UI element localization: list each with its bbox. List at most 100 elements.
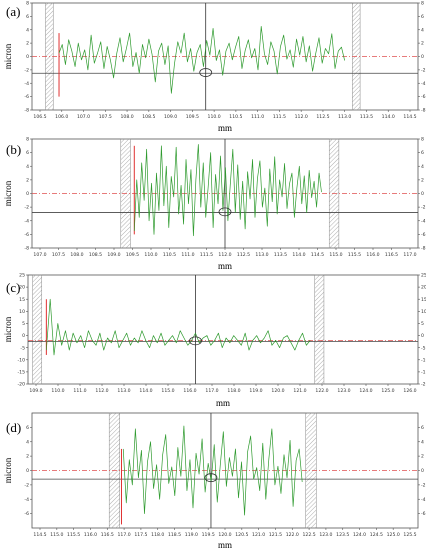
y-tick-label-right: 20 <box>421 285 426 291</box>
y-tick-label: -6 <box>24 232 29 238</box>
y-tick-label: 0 <box>26 54 29 60</box>
y-tick-label-right: 15 <box>421 297 426 303</box>
x-tick-label: 113.0 <box>255 252 268 258</box>
y-tick-label-right: 25 <box>421 273 426 279</box>
y-tick-label-right: -4 <box>421 81 426 87</box>
x-tick-label: 124.5 <box>370 532 383 538</box>
x-tick-label: 117.0 <box>118 532 131 538</box>
y-tick-label: -20 <box>17 382 25 388</box>
chart-a: 8 8 6 6 4 4 2 2 0 0 -2 -2 -4 -4 -6 -6 -8 -8 106.5 106.0 107.… <box>3 1 426 133</box>
y-tick-label-right: -6 <box>421 94 426 100</box>
x-tick-label: 112.0 <box>295 114 308 120</box>
x-axis-label: mm <box>218 540 232 550</box>
x-tick-label: 109.5 <box>126 252 139 258</box>
y-tick-label-right: 0 <box>421 191 424 197</box>
x-tick-label: 118.0 <box>151 532 164 538</box>
x-tick-label: 115.0 <box>50 532 63 538</box>
panel-label: (a) <box>6 4 20 19</box>
y-tick-label: 25 <box>19 273 25 279</box>
y-tick-label: 8 <box>26 1 29 7</box>
x-tick-label: 110.5 <box>163 252 176 258</box>
x-tick-label: 119.5 <box>202 532 215 538</box>
x-tick-label: 121.0 <box>252 532 265 538</box>
x-tick-label: 125.0 <box>381 388 394 394</box>
y-tick-label: 4 <box>26 164 29 170</box>
x-tick-label: 115.5 <box>67 532 80 538</box>
panel-d: 6 6 4 4 2 2 0 0 -2 -2 -4 -4 -6 -6 114.5 115.0 115.5 116.0… <box>0 410 426 550</box>
x-tick-label: 120.5 <box>235 532 248 538</box>
y-tick-label: 8 <box>26 137 29 143</box>
y-tick-label-right: -2 <box>421 482 426 488</box>
x-tick-label: 125.0 <box>387 532 400 538</box>
x-tick-label: 113.5 <box>360 114 373 120</box>
x-tick-label: 107.0 <box>33 252 46 258</box>
hatch-region-right <box>314 274 325 385</box>
x-tick-label: 119.0 <box>249 388 262 394</box>
x-tick-label: 120.0 <box>271 388 284 394</box>
panel-c: 25 25 20 20 15 15 10 10 5 5 0 0 -5 -5 -10 -10 -15 -15 -20 -… <box>0 272 426 410</box>
x-tick-label: 124.0 <box>353 532 366 538</box>
y-tick-label: 6 <box>26 150 29 156</box>
x-tick-label: 108.5 <box>89 252 102 258</box>
y-tick-label-right: -10 <box>421 357 426 363</box>
x-tick-label: 121.5 <box>269 532 282 538</box>
x-tick-label: 119.0 <box>185 532 198 538</box>
y-tick-label-right: 0 <box>421 54 424 60</box>
x-tick-label: 123.0 <box>337 388 350 394</box>
y-tick-label: -2 <box>24 205 29 211</box>
x-tick-label: 125.5 <box>403 532 416 538</box>
x-tick-label: 113.0 <box>117 388 130 394</box>
y-tick-label: -4 <box>24 81 29 87</box>
chart-c: 25 25 20 20 15 15 10 10 5 5 0 0 -5 -5 -10 -10 -15 -15 -20 -… <box>3 273 426 408</box>
y-tick-label: -10 <box>17 357 25 363</box>
x-tick-label: 112.5 <box>237 252 250 258</box>
y-tick-label-right: -4 <box>421 218 426 224</box>
x-tick-label: 116.0 <box>366 252 379 258</box>
y-axis-label: micron <box>3 316 13 342</box>
x-tick-label: 113.5 <box>274 252 287 258</box>
y-tick-label-right: 4 <box>421 164 424 170</box>
series-line <box>122 425 303 516</box>
panel-label: (d) <box>6 420 21 435</box>
y-tick-label-right: -4 <box>421 497 426 503</box>
y-tick-label: 6 <box>26 14 29 20</box>
y-tick-label: -2 <box>24 67 29 73</box>
x-tick-label: 114.0 <box>292 252 305 258</box>
x-tick-label: 111.0 <box>73 388 86 394</box>
x-tick-label: 114.5 <box>311 252 324 258</box>
x-tick-label: 113.0 <box>338 114 351 120</box>
x-tick-label: 116.5 <box>101 532 114 538</box>
x-tick-label: 117.0 <box>403 252 416 258</box>
series-line <box>58 26 346 94</box>
x-tick-label: 107.5 <box>52 252 65 258</box>
y-tick-label: 6 <box>26 425 29 431</box>
panel-a: 8 8 6 6 4 4 2 2 0 0 -2 -2 -4 -4 -6 -6 -8 -8 106.5 106.0 107.… <box>0 0 426 136</box>
x-tick-label: 123.0 <box>319 532 332 538</box>
y-tick-label: 20 <box>19 285 25 291</box>
y-tick-label-right: -2 <box>421 205 426 211</box>
y-tick-label-right: 6 <box>421 150 424 156</box>
x-tick-label: 110.0 <box>208 114 221 120</box>
y-tick-label-right: 4 <box>421 27 424 33</box>
x-axis-label: mm <box>218 261 232 271</box>
y-tick-label: 0 <box>26 191 29 197</box>
panel-label: (b) <box>6 142 21 157</box>
series-line <box>133 144 322 237</box>
x-tick-label: 124.0 <box>359 388 372 394</box>
ellipse-marker <box>189 336 202 346</box>
y-axis-label: micron <box>3 457 13 483</box>
y-tick-label: 5 <box>22 321 25 327</box>
y-tick-label: -2 <box>24 482 29 488</box>
x-tick-label: 107.0 <box>77 114 90 120</box>
y-tick-label: 4 <box>26 27 29 33</box>
x-tick-label: 107.5 <box>99 114 112 120</box>
x-axis-label: mm <box>218 123 232 133</box>
x-tick-label: 120.0 <box>218 532 231 538</box>
x-tick-label: 118.5 <box>168 532 181 538</box>
x-tick-label: 116.0 <box>183 388 196 394</box>
x-tick-label: 117.5 <box>134 532 147 538</box>
x-tick-label: 110.5 <box>229 114 242 120</box>
x-tick-label: 112.0 <box>95 388 108 394</box>
y-tick-label-right: 8 <box>421 137 424 143</box>
x-tick-label: 109.0 <box>164 114 177 120</box>
